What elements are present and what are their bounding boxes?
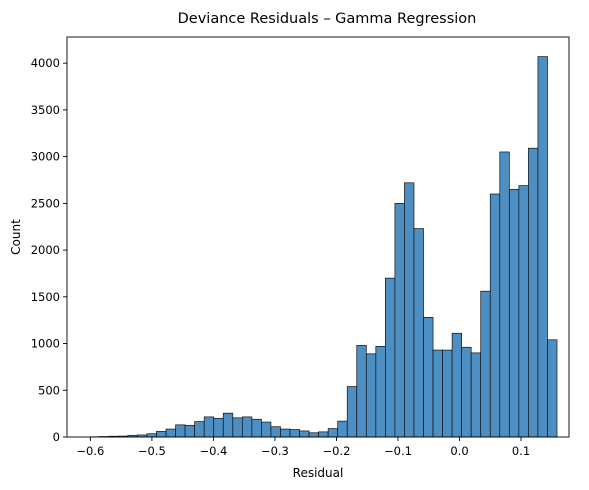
histogram-bar [184,424,196,438]
histogram-bar [175,424,186,438]
histogram-bar [499,151,510,438]
y-tick-label: 0 [53,430,60,444]
histogram-bar [203,416,215,438]
histogram-bar [222,412,234,438]
histogram-bar [442,349,453,438]
x-tick-label: 0.1 [512,444,530,458]
histogram-bar [241,416,253,438]
histogram-bar [165,428,176,438]
x-tick-label: −0.5 [138,444,166,458]
histogram-bar [480,290,491,438]
histogram-bar [356,345,367,438]
y-tick-label: 1500 [31,290,60,304]
y-tick-label: 4000 [31,56,60,70]
x-tick-label: −0.6 [76,444,104,458]
histogram-bar [156,431,167,438]
y-axis-ticks: 0 500 1000 1500 2000 2500 3000 3500 4000 [31,56,67,444]
histogram-bar [404,182,415,438]
histogram-bar [318,431,329,438]
histogram-bar [385,277,396,438]
histogram-bar [327,428,339,438]
x-axis-label: Residual [293,466,344,480]
y-tick-label: 2500 [31,196,60,210]
histogram-bar [308,432,319,438]
x-tick-label: −0.3 [261,444,289,458]
histogram-bar [299,430,310,438]
histogram-bar [289,429,300,438]
y-axis-label: Count [9,219,23,255]
y-tick-label: 2000 [31,243,60,257]
histogram-bar [537,56,548,438]
histogram-bar [432,349,443,438]
x-tick-label: 0.0 [450,444,468,458]
y-tick-label: 3500 [31,103,60,117]
y-tick-label: 500 [38,383,60,397]
y-tick-label: 3000 [31,150,60,164]
y-tick-label: 1000 [31,337,60,351]
histogram-bar [489,193,501,438]
plot-frame [66,36,570,438]
chart-title: Deviance Residuals – Gamma Regression [178,11,477,27]
histogram-bar [461,346,472,438]
histogram-bar [232,417,243,438]
histogram-bar [423,317,434,438]
histogram-bar [146,433,157,438]
x-axis-ticks: −0.6 −0.5 −0.4 −0.3 −0.2 −0.1 0.0 0.1 [76,437,530,458]
histogram-bar [213,417,224,438]
histogram-bar [261,421,272,438]
histogram-bar [413,228,424,438]
histogram-bar [251,418,262,438]
histogram-bar [337,420,348,438]
histogram-bar [528,147,539,438]
x-tick-label: −0.2 [322,444,350,458]
histogram-bar [394,203,405,438]
histogram-bar [346,386,358,438]
x-tick-label: −0.1 [384,444,412,458]
histogram-bar [508,188,520,438]
histogram-bar [194,421,205,438]
histogram-bar [365,353,377,438]
histogram-bar [375,346,386,438]
histogram-bar [270,426,281,438]
histogram-bar [547,339,558,438]
bars-group [89,56,558,438]
histogram-bar [470,352,482,438]
x-tick-label: −0.4 [199,444,227,458]
histogram-bar [451,332,462,438]
histogram-bar [280,428,291,438]
histogram-bar [518,185,529,438]
